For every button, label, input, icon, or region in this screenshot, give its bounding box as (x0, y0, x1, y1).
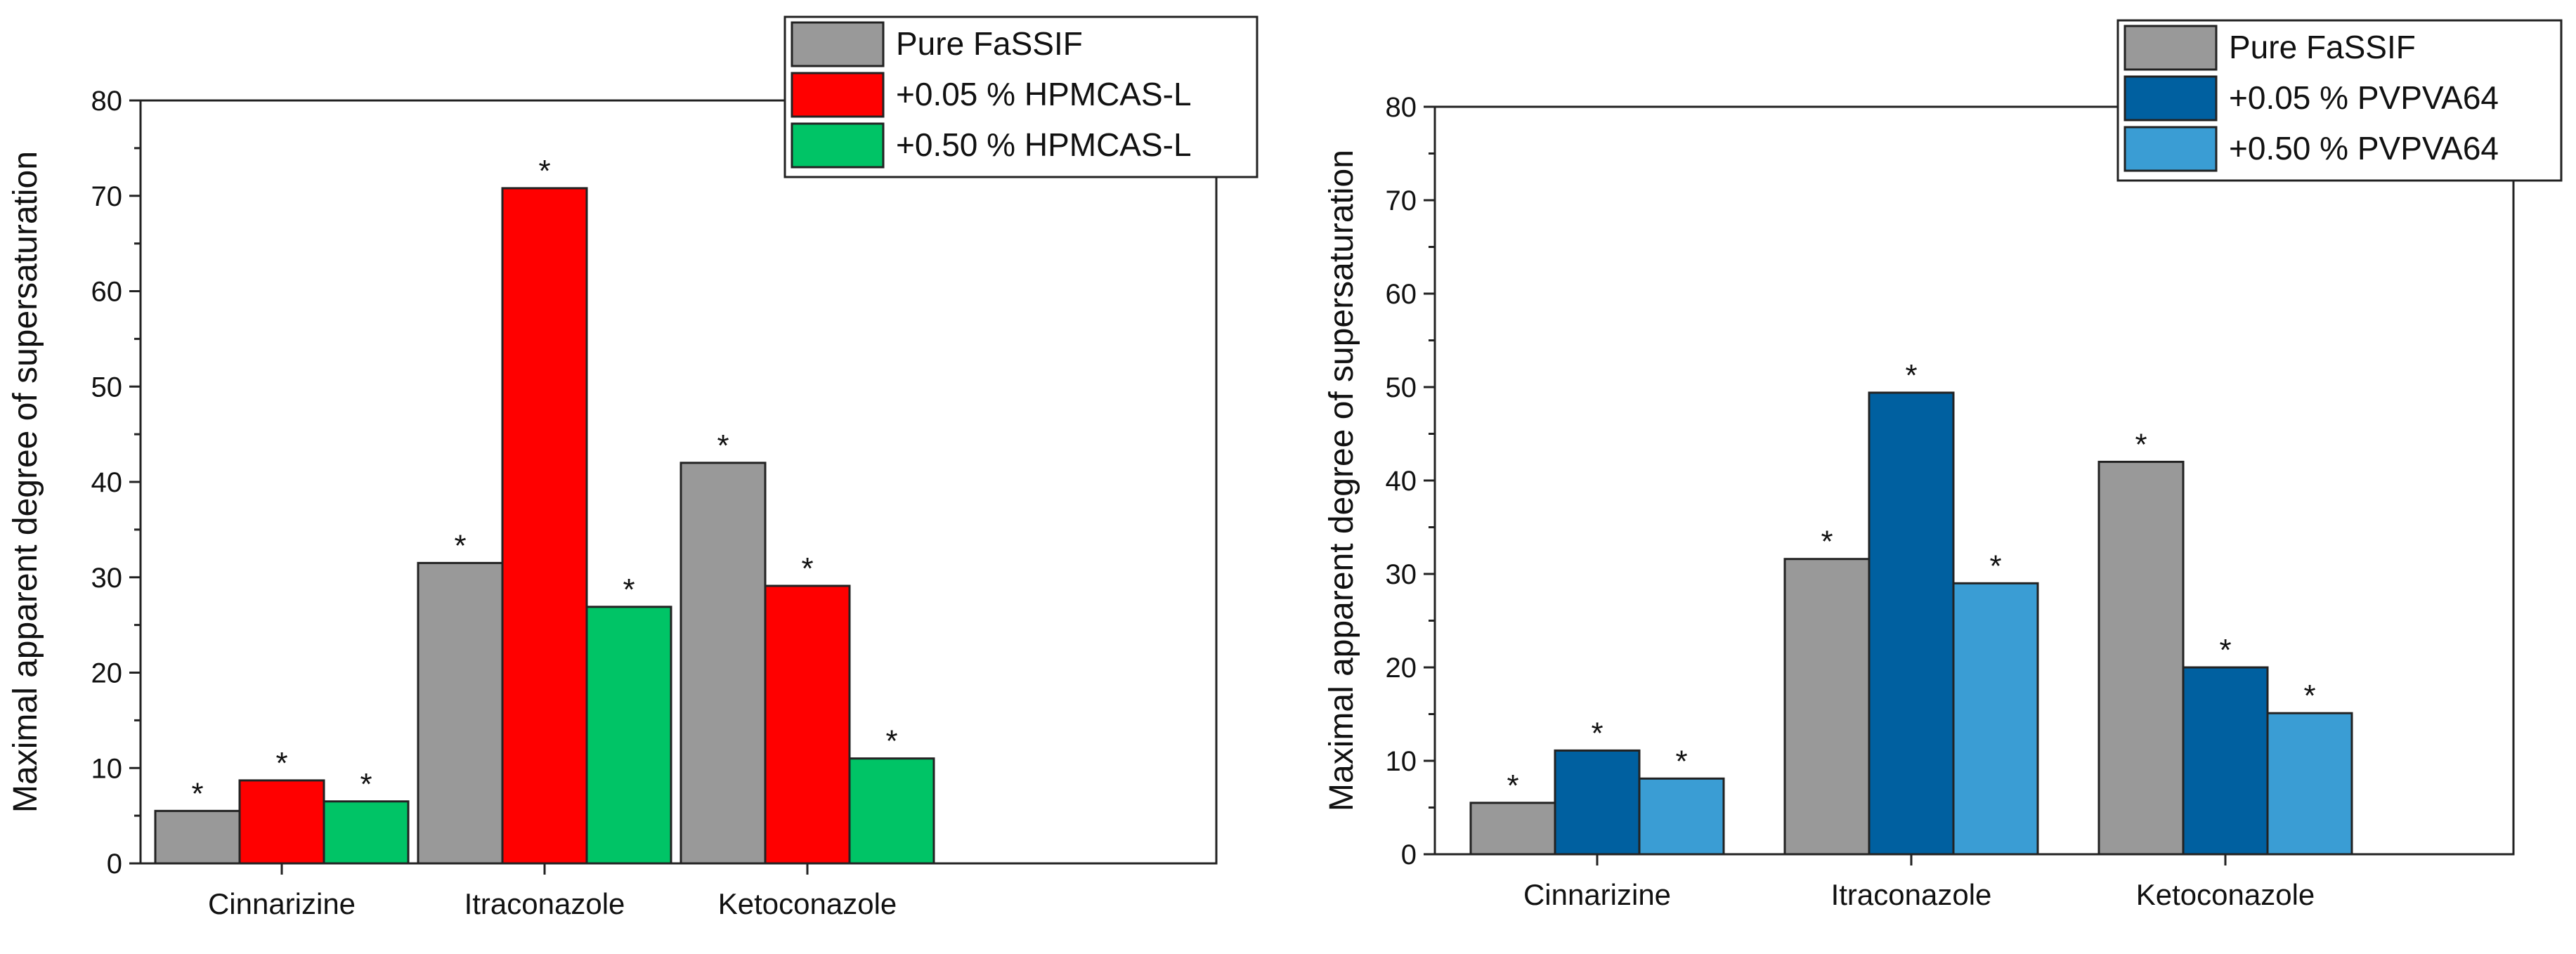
significance-label-0-50-hpmcas-l-itraconazole: * (623, 573, 635, 607)
significance-label-0-05-hpmcas-l-cinnarizine: * (275, 746, 287, 780)
x-tick-label-ketoconazole: Ketoconazole (718, 887, 897, 920)
bar-pure-fassif-itraconazole (417, 561, 504, 865)
y-tick-label: 80 (91, 86, 123, 117)
bar-0-05-pvpva64-cinnarizine (1554, 749, 1641, 856)
legend-label-0-05-hpmcas-l: +0.05 % HPMCAS-L (896, 76, 1192, 112)
legend-swatch-0-50-pvpva64 (2123, 126, 2218, 172)
bar-0-50-pvpva64-ketoconazole (2266, 712, 2353, 856)
bar-pure-fassif-cinnarizine (1469, 802, 1556, 856)
bar-0-50-pvpva64-cinnarizine (1638, 777, 1725, 856)
significance-label-0-50-hpmcas-l-ketoconazole: * (885, 724, 897, 759)
significance-label-0-05-hpmcas-l-ketoconazole: * (801, 551, 813, 586)
bar-0-50-hpmcas-l-itraconazole (585, 606, 672, 865)
bar-0-05-pvpva64-ketoconazole (2182, 666, 2269, 856)
y-tick-label: 50 (1386, 372, 1417, 403)
legend-label-pure-fassif: Pure FaSSIF (2229, 29, 2416, 65)
x-tick-label-itraconazole: Itraconazole (1831, 878, 1992, 911)
significance-label-0-50-hpmcas-l-cinnarizine: * (360, 767, 372, 802)
y-tick-label: 30 (91, 563, 123, 594)
bar-pure-fassif-ketoconazole (679, 462, 767, 865)
y-tick-label: 40 (1386, 466, 1417, 497)
y-tick-label: 80 (1386, 92, 1417, 123)
y-tick-label: 40 (91, 467, 123, 498)
y-tick-label: 60 (1386, 279, 1417, 310)
legend: Pure FaSSIF +0.05 % PVPVA64 +0.50 % PVPVA6… (2116, 19, 2563, 182)
bar-0-05-pvpva64-itraconazole (1868, 391, 1955, 856)
legend-swatch-0-50-hpmcas-l (791, 122, 885, 169)
legend-label-pure-fassif: Pure FaSSIF (896, 25, 1083, 62)
chart-panel-1: 0 10 20 30 40 50 60 70 80 Maximal apparent degree… (7, 15, 1258, 920)
legend-label-0-05-pvpva64: +0.05 % PVPVA64 (2229, 79, 2499, 116)
y-tick-label: 60 (91, 277, 123, 308)
bar-0-50-hpmcas-l-ketoconazole (848, 757, 935, 865)
significance-label-0-50-pvpva64-itraconazole: * (1989, 549, 2001, 583)
x-tick-label-cinnarizine: Cinnarizine (208, 887, 356, 920)
y-tick-label: 70 (1386, 185, 1417, 216)
legend-label-0-50-hpmcas-l: +0.50 % HPMCAS-L (896, 126, 1192, 163)
bar-0-50-hpmcas-l-cinnarizine (323, 800, 410, 865)
significance-label-pure-fassif-ketoconazole: * (2135, 427, 2147, 462)
x-tick-label-cinnarizine: Cinnarizine (1523, 878, 1671, 911)
bar-pure-fassif-itraconazole (1783, 558, 1871, 856)
bar-pure-fassif-ketoconazole (2097, 460, 2185, 856)
bar-pure-fassif-cinnarizine (154, 809, 241, 865)
significance-label-pure-fassif-cinnarizine: * (191, 776, 203, 811)
bar-0-05-hpmcas-l-ketoconazole (764, 584, 851, 865)
x-tick-label-itraconazole: Itraconazole (464, 887, 625, 920)
legend-swatch-0-05-pvpva64 (2123, 75, 2218, 122)
significance-label-0-05-pvpva64-itraconazole: * (1905, 358, 1917, 393)
y-tick-label: 30 (1386, 559, 1417, 590)
significance-label-0-50-pvpva64-ketoconazole: * (2303, 679, 2315, 713)
legend-swatch-pure-fassif (2123, 25, 2218, 71)
plot-frame (139, 99, 1218, 865)
x-tick-label-ketoconazole: Ketoconazole (2136, 878, 2315, 911)
y-tick-label: 0 (107, 849, 122, 880)
y-tick-label: 20 (91, 658, 123, 689)
y-tick-label: 10 (91, 753, 123, 784)
chart-panel-2: 0 10 20 30 40 50 60 70 80 Maximal apparent degree… (1323, 19, 2563, 911)
y-axis-title: Maximal apparent degree of supersaturati… (1323, 150, 1360, 811)
significance-label-0-05-hpmcas-l-itraconazole: * (538, 154, 550, 188)
legend-label-0-50-pvpva64: +0.50 % PVPVA64 (2229, 130, 2499, 166)
y-tick-label: 50 (91, 372, 123, 403)
y-tick-label: 20 (1386, 653, 1417, 684)
bar-0-05-hpmcas-l-cinnarizine (238, 779, 325, 865)
legend-swatch-pure-fassif (791, 21, 885, 67)
y-axis-title: Maximal apparent degree of supersaturati… (7, 151, 44, 813)
significance-label-pure-fassif-ketoconazole: * (717, 429, 729, 463)
legend-swatch-0-05-hpmcas-l (791, 72, 885, 118)
bar-0-50-pvpva64-itraconazole (1952, 582, 2039, 856)
y-tick-label: 70 (91, 181, 123, 212)
significance-label-0-05-pvpva64-ketoconazole: * (2219, 633, 2231, 667)
y-tick-label: 10 (1386, 746, 1417, 777)
significance-label-pure-fassif-cinnarizine: * (1507, 769, 1518, 803)
significance-label-pure-fassif-itraconazole: * (454, 528, 466, 563)
y-tick-label: 0 (1401, 839, 1417, 870)
significance-label-0-50-pvpva64-cinnarizine: * (1675, 744, 1687, 778)
bar-0-05-hpmcas-l-itraconazole (501, 187, 588, 865)
significance-label-pure-fassif-itraconazole: * (1821, 525, 1833, 559)
significance-label-0-05-pvpva64-cinnarizine: * (1591, 716, 1603, 750)
legend: Pure FaSSIF +0.05 % HPMCAS-L +0.50 % HPMCA… (783, 15, 1258, 178)
